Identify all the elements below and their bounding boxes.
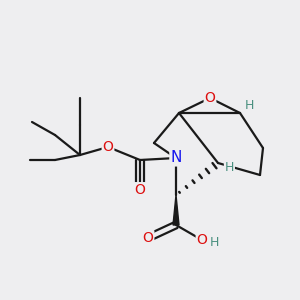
Text: O: O [205, 91, 215, 105]
Text: O: O [103, 140, 113, 154]
Text: H: H [210, 236, 219, 250]
Polygon shape [173, 195, 179, 225]
Text: O: O [142, 231, 153, 245]
Text: O: O [196, 233, 207, 247]
Text: H: H [225, 161, 234, 174]
Text: O: O [135, 183, 146, 197]
Text: H: H [244, 99, 254, 112]
Text: N: N [170, 151, 182, 166]
